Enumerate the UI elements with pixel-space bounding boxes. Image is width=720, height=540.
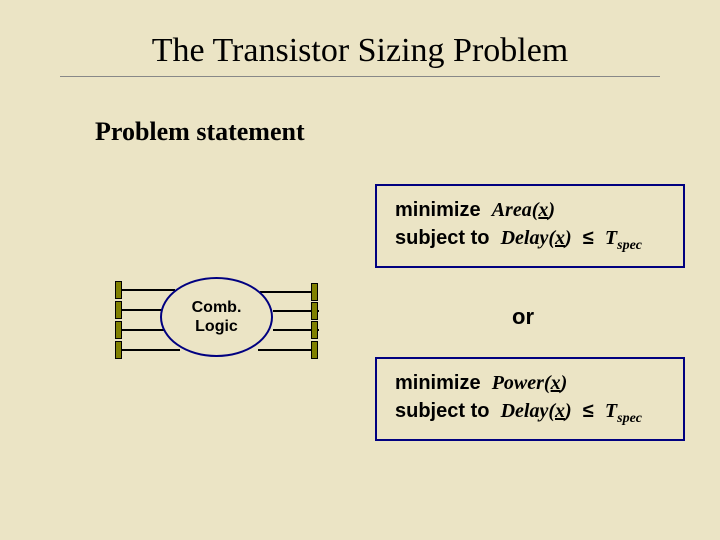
f1-var2: x <box>555 227 565 249</box>
comb-logic-node: Comb. Logic <box>160 277 273 357</box>
f1-var1: x <box>538 199 548 221</box>
title-underline <box>60 76 660 77</box>
or-label: or <box>512 304 534 330</box>
formula1-line2: subject to Delay(x) ≤ Tspec <box>395 224 665 256</box>
formula2-line1: minimize Power(x) <box>395 369 665 397</box>
f2-subject: subject to <box>395 400 489 422</box>
register-in-1 <box>115 281 122 299</box>
f2-leq: ≤ <box>583 400 594 422</box>
f1-leq: ≤ <box>583 227 594 249</box>
wire-out-1 <box>260 291 318 293</box>
formula2-line2: subject to Delay(x) ≤ Tspec <box>395 397 665 429</box>
f2-tspec-sub: spec <box>617 411 642 426</box>
f2-var1: x <box>551 372 561 394</box>
slide-title: The Transistor Sizing Problem <box>40 32 680 70</box>
f1-tspec-t: T <box>605 227 617 249</box>
slide-subtitle: Problem statement <box>95 117 680 147</box>
comb-logic-diagram: Comb. Logic <box>95 267 335 377</box>
f1-minimize: minimize <box>395 199 481 221</box>
wire-in-3 <box>115 329 165 331</box>
formula1-line1: minimize Area(x) <box>395 196 665 224</box>
register-out-4 <box>311 341 318 359</box>
formula-box-area: minimize Area(x) subject to Delay(x) ≤ T… <box>375 184 685 268</box>
register-out-2 <box>311 302 318 320</box>
slide-container: The Transistor Sizing Problem Problem st… <box>0 0 720 540</box>
wire-in-1 <box>115 289 175 291</box>
wire-in-4 <box>115 349 180 351</box>
f1-subject: subject to <box>395 227 489 249</box>
f1-close1: ) <box>548 199 555 221</box>
register-in-3 <box>115 321 122 339</box>
comb-label-line2: Logic <box>195 317 238 336</box>
f1-close2: ) <box>565 227 572 249</box>
f2-constraint: Delay( <box>501 400 555 422</box>
f2-tspec-t: T <box>605 400 617 422</box>
f2-var2: x <box>555 400 565 422</box>
wire-in-2 <box>115 309 163 311</box>
f2-close2: ) <box>565 400 572 422</box>
register-in-2 <box>115 301 122 319</box>
content-area: Comb. Logic minimize Area(x) subject to … <box>40 182 680 502</box>
formula-box-power: minimize Power(x) subject to Delay(x) ≤ … <box>375 357 685 441</box>
f2-minimize: minimize <box>395 372 481 394</box>
f1-objective: Area( <box>492 199 539 221</box>
f2-objective: Power( <box>492 372 551 394</box>
register-out-1 <box>311 283 318 301</box>
register-in-4 <box>115 341 122 359</box>
f2-close1: ) <box>561 372 568 394</box>
f1-constraint: Delay( <box>501 227 555 249</box>
comb-label-line1: Comb. <box>192 298 242 317</box>
f1-tspec-sub: spec <box>617 238 642 253</box>
register-out-3 <box>311 321 318 339</box>
wire-out-4 <box>258 349 318 351</box>
